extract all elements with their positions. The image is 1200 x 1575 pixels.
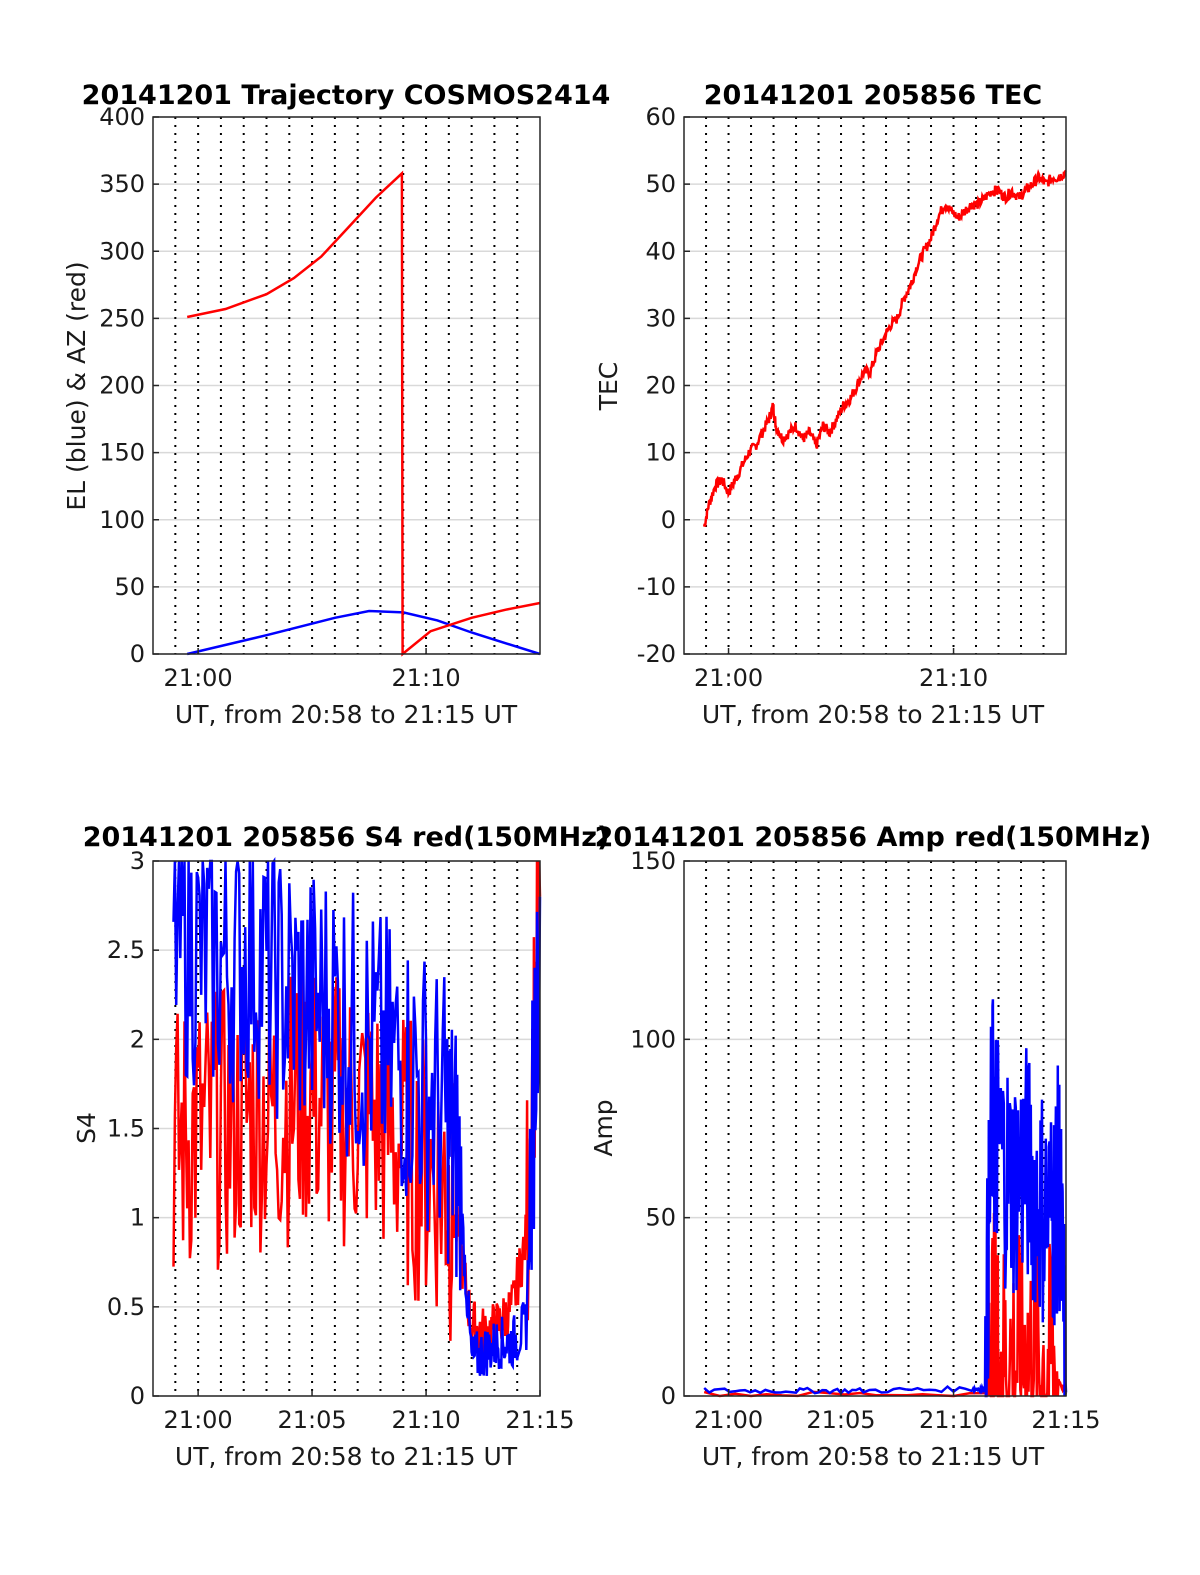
s4-xtick-label: 21:00	[164, 1406, 233, 1434]
amp-axes-frame	[683, 860, 1067, 1397]
s4-xlabel: UT, from 20:58 to 21:15 UT	[175, 1442, 518, 1471]
tec-ytick-label: 10	[645, 439, 676, 467]
tec-ytick-label: -10	[637, 573, 676, 601]
traj-xtick-label: 21:00	[164, 664, 233, 692]
s4-xtick-label: 21:15	[505, 1406, 574, 1434]
s4-ytick-label: 1.5	[107, 1115, 145, 1143]
trajectory-ylabel: EL (blue) & AZ (red)	[62, 261, 91, 510]
s4-xtick-label: 21:05	[277, 1406, 346, 1434]
s4-ytick-label: 0	[130, 1382, 145, 1410]
s4-ytick-label: 2.5	[107, 936, 145, 964]
tec-xtick-label: 21:00	[694, 664, 763, 692]
amp-ytick-label: 0	[661, 1382, 676, 1410]
amp-xlabel: UT, from 20:58 to 21:15 UT	[702, 1442, 1045, 1471]
s4-series-blue	[172, 857, 542, 1376]
trajectory-title: 20141201 Trajectory COSMOS2414	[82, 80, 611, 111]
amp-plot-area: 0 50 100 150 21:00 21:05 21:10 21:15	[630, 847, 1100, 1434]
s4-title: 20141201 205856 S4 red(150MHz)	[83, 822, 610, 853]
s4-ytick-label: 2	[130, 1025, 145, 1053]
s4-ytick-label: 1	[130, 1204, 145, 1232]
traj-ytick-label: 200	[99, 372, 145, 400]
tec-xtick-label: 21:10	[919, 664, 988, 692]
panel-tec: 20141201 205856 TEC -20 -10 0 10 20 30 40 50 60 2…	[594, 80, 1067, 729]
tec-ytick-label: -20	[637, 640, 676, 668]
amp-ylabel: Amp	[589, 1099, 618, 1156]
traj-ytick-label: 0	[130, 640, 145, 668]
traj-series-az	[186, 170, 541, 657]
traj-ytick-label: 350	[99, 170, 145, 198]
tec-ytick-label: 0	[661, 506, 676, 534]
tec-ytick-label: 20	[645, 372, 676, 400]
traj-ytick-label: 150	[99, 439, 145, 467]
amp-xtick-label: 21:00	[694, 1406, 763, 1434]
tec-ylabel: TEC	[594, 362, 623, 412]
tec-ytick-label: 60	[645, 103, 676, 131]
traj-ytick-label: 100	[99, 506, 145, 534]
tec-title: 20141201 205856 TEC	[704, 80, 1043, 111]
traj-ytick-label: 250	[99, 304, 145, 332]
panel-amp: 20141201 205856 Amp red(150MHz) 0 50 100 15…	[589, 822, 1151, 1471]
amp-ytick-label: 150	[630, 847, 676, 875]
traj-ytick-label: 300	[99, 237, 145, 265]
amp-xtick-label: 21:10	[919, 1406, 988, 1434]
amp-ytick-label: 50	[645, 1204, 676, 1232]
tec-ytick-label: 50	[645, 170, 676, 198]
tec-ytick-label: 30	[645, 304, 676, 332]
s4-xtick-label: 21:10	[392, 1406, 461, 1434]
amp-series-blue	[703, 999, 1068, 1398]
traj-series-el	[186, 609, 541, 656]
traj-ytick-label: 400	[99, 103, 145, 131]
amp-title: 20141201 205856 Amp red(150MHz)	[595, 822, 1152, 853]
traj-ytick-label: 50	[114, 573, 145, 601]
s4-plot-area: 0 0.5 1 1.5 2 2.5 3 21:00 21:05 21:10 21:15	[107, 847, 575, 1434]
trajectory-xlabel: UT, from 20:58 to 21:15 UT	[175, 700, 518, 729]
tec-xlabel: UT, from 20:58 to 21:15 UT	[702, 700, 1045, 729]
amp-xtick-label: 21:05	[806, 1406, 875, 1434]
s4-ytick-label: 0.5	[107, 1293, 145, 1321]
traj-xtick-label: 21:10	[392, 664, 461, 692]
s4-ylabel: S4	[72, 1112, 101, 1144]
tec-ytick-label: 40	[645, 237, 676, 265]
panel-s4: 20141201 205856 S4 red(150MHz) 0 0.5 1 1.5 2…	[72, 822, 609, 1471]
amp-ytick-label: 100	[630, 1025, 676, 1053]
amp-xtick-label: 21:15	[1031, 1406, 1100, 1434]
trajectory-plot-area: 0 50 100 150 200 250 300 350 400 21:00 21:10	[99, 103, 541, 692]
tec-plot-area: -20 -10 0 10 20 30 40 50 60 21:00 21:10	[637, 103, 1067, 692]
tec-series-tec	[702, 168, 1067, 527]
s4-ytick-label: 3	[130, 847, 145, 875]
